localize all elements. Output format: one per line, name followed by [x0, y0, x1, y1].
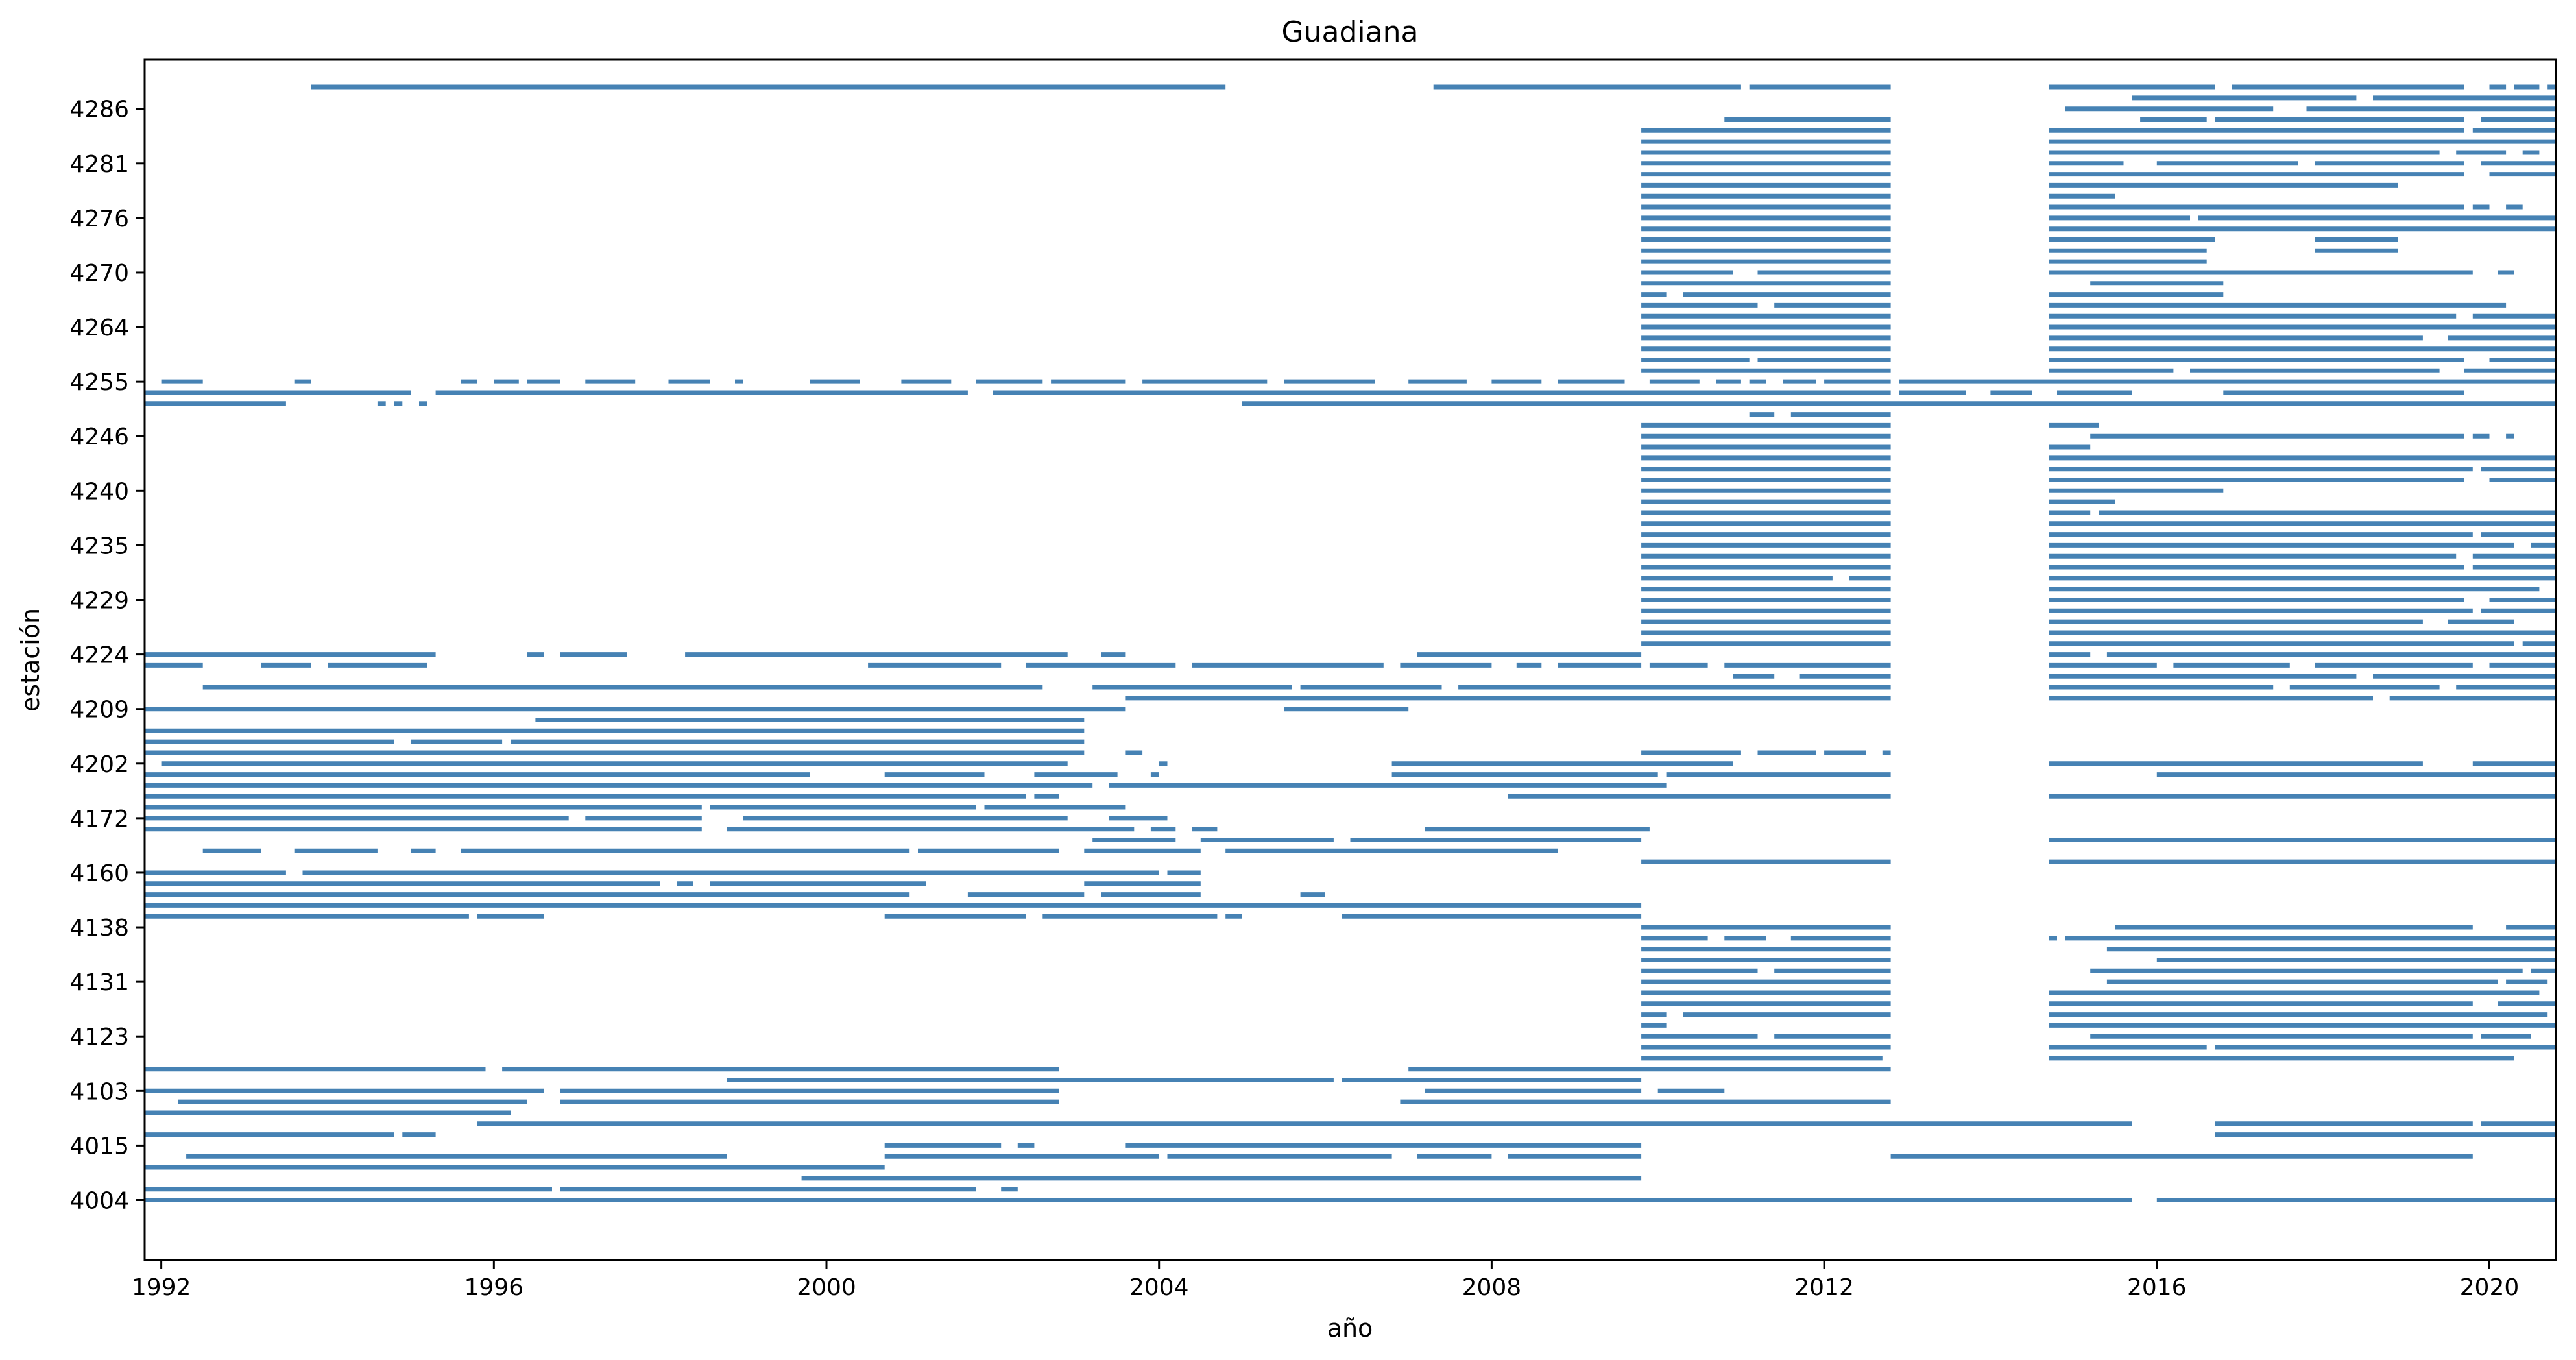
y-tick-label-9: 4209 — [69, 697, 129, 723]
y-tick-label-18: 4276 — [69, 206, 129, 232]
x-axis-label: año — [1327, 1314, 1373, 1342]
y-tick-label-12: 4235 — [69, 533, 129, 559]
y-tick-label-0: 4004 — [69, 1188, 129, 1215]
y-tick-label-16: 4264 — [69, 315, 129, 341]
y-tick-label-10: 4224 — [69, 642, 129, 669]
y-axis-ticks: 4004 4015 4103 4123 4131 4138 4160 4172 4202 4209… — [69, 97, 145, 1215]
x-tick-label-4: 2008 — [1462, 1274, 1522, 1301]
y-tick-label-5: 4138 — [69, 915, 129, 941]
y-tick-label-4: 4131 — [69, 969, 129, 996]
y-tick-label-1: 4015 — [69, 1133, 129, 1160]
y-tick-label-11: 4229 — [69, 588, 129, 614]
y-axis-label: estación — [16, 608, 45, 712]
x-tick-label-7: 2020 — [2460, 1274, 2520, 1301]
y-tick-label-8: 4202 — [69, 751, 129, 778]
x-tick-label-1: 1996 — [464, 1274, 524, 1301]
x-tick-label-6: 2016 — [2127, 1274, 2187, 1301]
y-tick-label-19: 4281 — [69, 151, 129, 178]
y-tick-label-13: 4240 — [69, 478, 129, 505]
y-tick-label-20: 4286 — [69, 97, 129, 123]
x-tick-label-0: 1992 — [132, 1274, 191, 1301]
plot-frame — [143, 58, 2557, 1261]
y-tick-label-6: 4160 — [69, 860, 129, 887]
y-tick-label-15: 4255 — [69, 369, 129, 396]
station-segments — [145, 84, 2556, 1202]
y-tick-label-17: 4270 — [69, 260, 129, 287]
x-tick-label-3: 2004 — [1129, 1274, 1189, 1301]
x-axis-ticks: 1992 1996 2000 2004 2008 2012 2016 2020 — [132, 1260, 2519, 1301]
y-tick-label-7: 4172 — [69, 806, 129, 832]
y-tick-label-2: 4103 — [69, 1078, 129, 1105]
x-tick-label-5: 2012 — [1794, 1274, 1854, 1301]
y-tick-label-3: 4123 — [69, 1024, 129, 1050]
y-tick-label-14: 4246 — [69, 424, 129, 450]
chart-title: Guadiana — [1282, 16, 1419, 49]
x-tick-label-2: 2000 — [797, 1274, 856, 1301]
